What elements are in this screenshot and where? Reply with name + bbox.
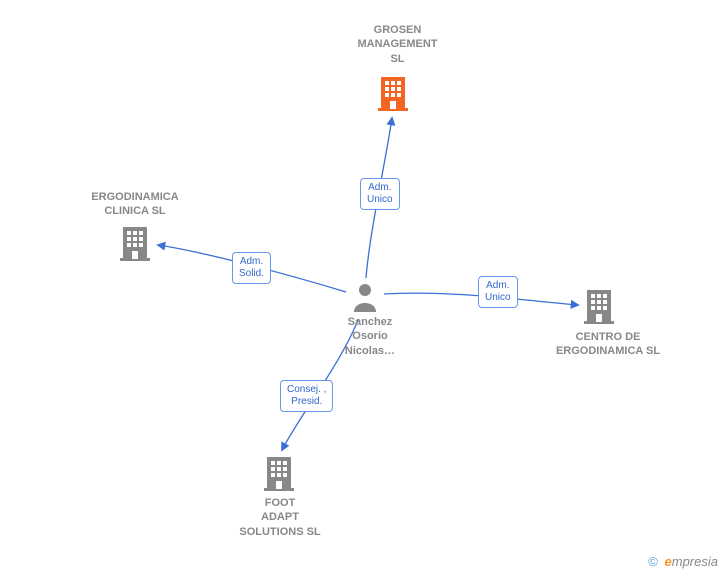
edge-label-centro: Adm. Unico bbox=[478, 276, 518, 308]
brand-rest: mpresia bbox=[672, 554, 718, 569]
edge-label-grosen: Adm. Unico bbox=[360, 178, 400, 210]
building-icon-grosen[interactable] bbox=[378, 75, 408, 116]
copyright-symbol: © bbox=[648, 554, 658, 569]
building-icon-ergoclinica[interactable] bbox=[120, 225, 150, 266]
edge-label-ergoclinica: Adm. Solid. bbox=[232, 252, 271, 284]
node-label-ergoclinica: ERGODINAMICA CLINICA SL bbox=[80, 190, 190, 219]
brand-first-letter: e bbox=[665, 554, 672, 569]
node-label-foot: FOOT ADAPT SOLUTIONS SL bbox=[225, 496, 335, 539]
person-icon[interactable] bbox=[352, 282, 378, 317]
node-label-person: Sanchez Osorio Nicolas… bbox=[340, 315, 400, 358]
building-icon-centro[interactable] bbox=[584, 288, 614, 329]
node-label-centro: CENTRO DE ERGODINAMICA SL bbox=[548, 330, 668, 359]
building-icon-foot[interactable] bbox=[264, 455, 294, 496]
watermark: © empresia bbox=[648, 554, 718, 569]
node-label-grosen: GROSEN MANAGEMENT SL bbox=[350, 23, 445, 66]
edge-label-foot: Consej. , Presid. bbox=[280, 380, 333, 412]
